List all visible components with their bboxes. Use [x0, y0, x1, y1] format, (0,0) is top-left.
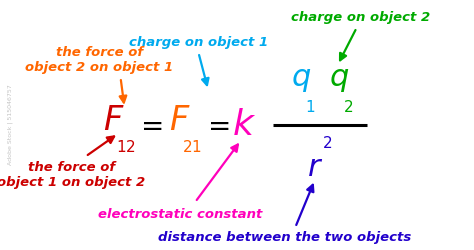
Text: $=$: $=$	[136, 111, 163, 139]
Text: $\mathit{r}$: $\mathit{r}$	[307, 153, 323, 182]
Text: $\mathit{2}$: $\mathit{2}$	[322, 134, 333, 150]
Text: $\mathit{k}$: $\mathit{k}$	[232, 108, 256, 142]
Text: the force of
object 1 on object 2: the force of object 1 on object 2	[0, 161, 145, 189]
Text: distance between the two objects: distance between the two objects	[158, 231, 411, 244]
Text: $\mathit{2}$: $\mathit{2}$	[343, 100, 354, 116]
Text: Adobe Stock | 515046757: Adobe Stock | 515046757	[8, 84, 13, 166]
Text: charge on object 1: charge on object 1	[129, 36, 269, 49]
Text: $\mathit{21}$: $\mathit{21}$	[182, 140, 202, 156]
Text: $\mathit{F}$: $\mathit{F}$	[169, 104, 191, 136]
Text: the force of
object 2 on object 1: the force of object 2 on object 1	[26, 46, 173, 74]
Text: $\mathit{F}$: $\mathit{F}$	[103, 104, 125, 136]
Text: $=$: $=$	[202, 111, 229, 139]
Text: charge on object 2: charge on object 2	[291, 11, 430, 24]
Text: $\mathit{12}$: $\mathit{12}$	[116, 140, 136, 156]
Text: electrostatic constant: electrostatic constant	[98, 208, 262, 222]
Text: $\mathit{q}$: $\mathit{q}$	[291, 66, 311, 94]
Text: $\mathit{1}$: $\mathit{1}$	[305, 100, 316, 116]
Text: $\mathit{q}$: $\mathit{q}$	[329, 66, 349, 94]
